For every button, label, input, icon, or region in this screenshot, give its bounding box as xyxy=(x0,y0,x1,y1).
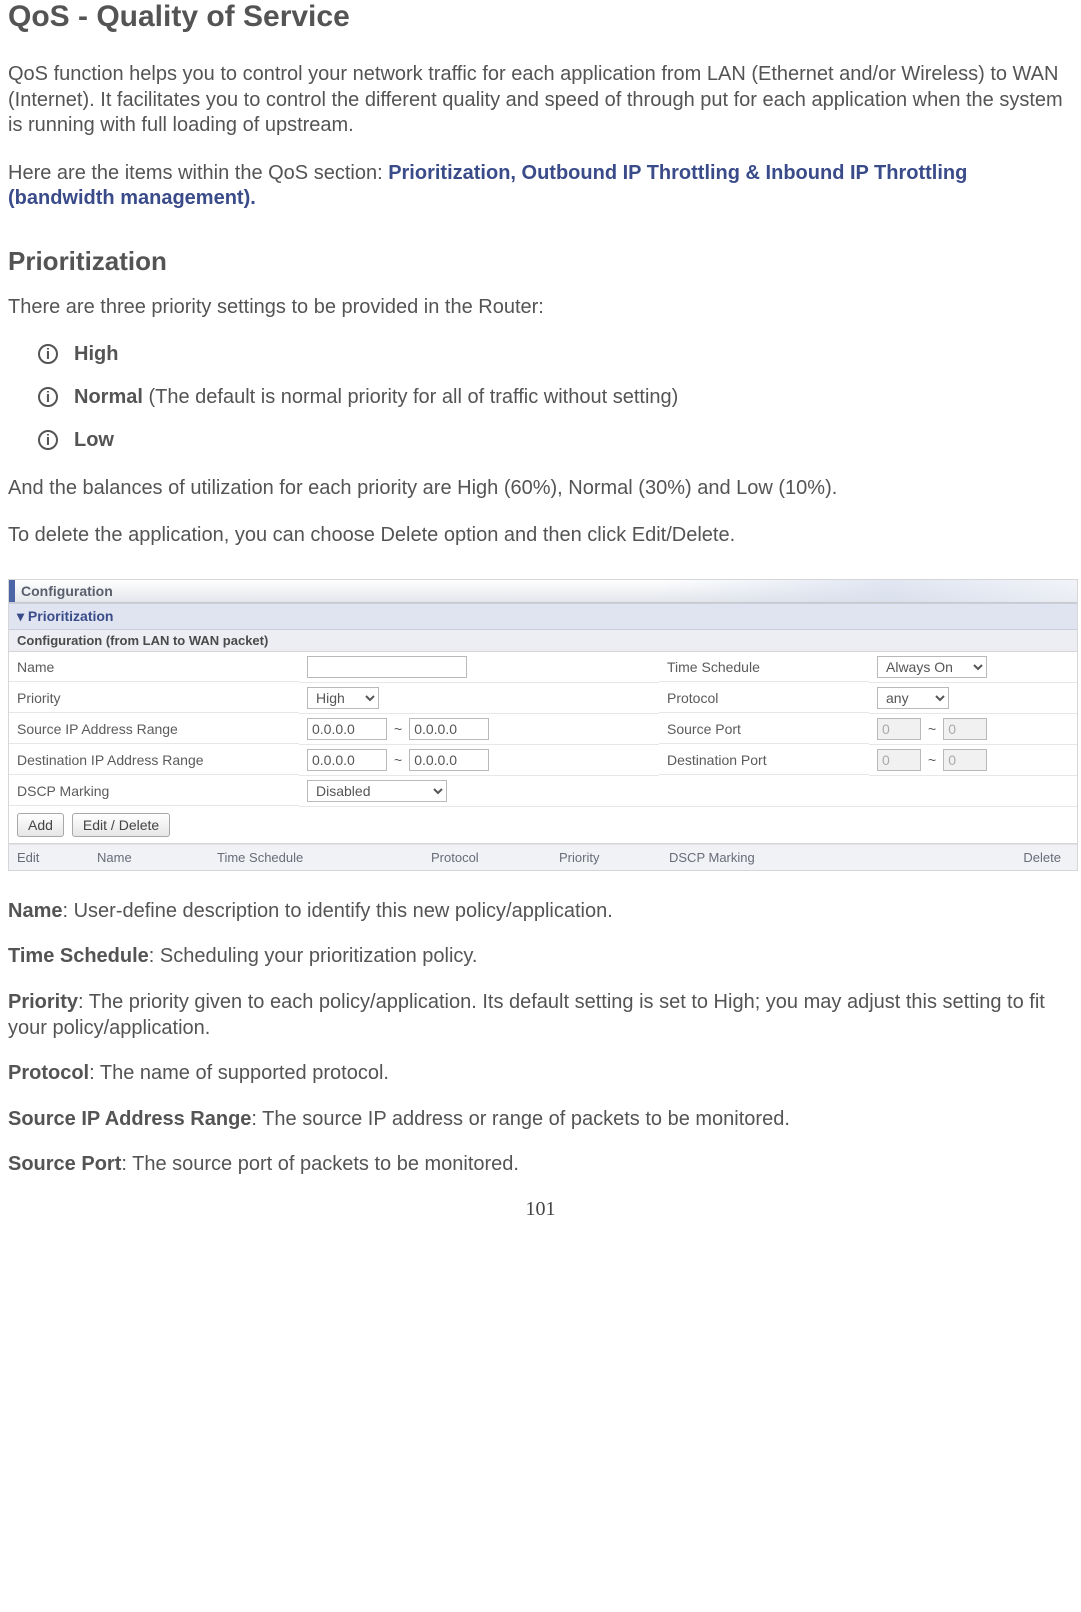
label-src-port: Source Port xyxy=(659,714,869,744)
label-dscp: DSCP Marking xyxy=(9,776,299,806)
col-dscp: DSCP Marking xyxy=(661,845,881,870)
normal-bold: Normal xyxy=(74,386,143,408)
delete-text: To delete the application, you can choos… xyxy=(8,523,1073,549)
src-ip-to-input[interactable] xyxy=(409,718,489,740)
prioritization-lead: There are three priority settings to be … xyxy=(8,295,1073,321)
items-lead: Here are the items within the QoS sectio… xyxy=(8,162,388,184)
def-src-port: Source Port: The source port of packets … xyxy=(8,1152,1073,1178)
def-proto-b: Protocol xyxy=(8,1062,89,1084)
normal-note: (The default is normal priority for all … xyxy=(143,386,678,408)
col-edit: Edit xyxy=(9,845,89,870)
def-name-b: Name xyxy=(8,900,62,922)
dscp-select[interactable]: Disabled xyxy=(307,780,447,802)
dst-ip-from-input[interactable] xyxy=(307,749,387,771)
name-input[interactable] xyxy=(307,656,467,678)
section-caret-icon: ▾ xyxy=(17,608,24,624)
info-icon: i xyxy=(38,387,58,407)
cell-src-ip: ~ xyxy=(299,714,659,745)
dst-port-to-input[interactable] xyxy=(943,749,987,771)
cell-protocol: any xyxy=(869,683,1077,714)
info-icon: i xyxy=(38,344,58,364)
label-time-schedule: Time Schedule xyxy=(659,652,869,682)
def-name-t: : User-define description to identify th… xyxy=(62,900,612,922)
def-pri-b: Priority xyxy=(8,991,78,1013)
def-sip-t: : The source IP address or range of pack… xyxy=(251,1108,789,1130)
def-sport-b: Source Port xyxy=(8,1153,121,1175)
priority-item-low: i Low xyxy=(38,429,1073,452)
priority-label-low: Low xyxy=(74,429,114,452)
balance-text: And the balances of utilization for each… xyxy=(8,476,1073,502)
def-priority: Priority: The priority given to each pol… xyxy=(8,990,1073,1041)
src-port-from-input[interactable] xyxy=(877,718,921,740)
def-proto-t: : The name of supported protocol. xyxy=(89,1062,389,1084)
label-name: Name xyxy=(9,652,299,682)
intro-paragraph: QoS function helps you to control your n… xyxy=(8,62,1073,139)
label-dst-port: Destination Port xyxy=(659,745,869,775)
dst-ip-to-input[interactable] xyxy=(409,749,489,771)
priority-item-normal: i Normal (The default is normal priority… xyxy=(38,386,1073,409)
cell-time-schedule: Always On xyxy=(869,652,1077,683)
info-icon: i xyxy=(38,430,58,450)
cell-dscp: Disabled xyxy=(299,776,1077,807)
priority-label-high: High xyxy=(74,343,118,366)
cell-name xyxy=(299,652,659,683)
label-src-ip: Source IP Address Range xyxy=(9,714,299,744)
src-port-to-input[interactable] xyxy=(943,718,987,740)
label-priority: Priority xyxy=(9,683,299,713)
priority-list: i High i Normal (The default is normal p… xyxy=(38,343,1073,452)
sub-header: Configuration (from LAN to WAN packet) xyxy=(9,630,1077,652)
time-schedule-select[interactable]: Always On xyxy=(877,656,987,678)
edit-delete-button[interactable]: Edit / Delete xyxy=(72,813,170,837)
prioritization-heading: Prioritization xyxy=(8,246,1073,277)
definitions: Name: User-define description to identif… xyxy=(8,899,1073,1178)
protocol-select[interactable]: any xyxy=(877,687,949,709)
def-pri-t: : The priority given to each policy/appl… xyxy=(8,991,1045,1039)
tilde-icon: ~ xyxy=(391,721,405,737)
def-protocol: Protocol: The name of supported protocol… xyxy=(8,1061,1073,1087)
button-row: Add Edit / Delete xyxy=(9,807,1077,844)
def-time-schedule: Time Schedule: Scheduling your prioritiz… xyxy=(8,944,1073,970)
page-number: 101 xyxy=(8,1198,1073,1221)
label-dst-ip: Destination IP Address Range xyxy=(9,745,299,775)
form-grid: Name Time Schedule Always On Priority Hi… xyxy=(9,652,1077,807)
list-header: Edit Name Time Schedule Protocol Priorit… xyxy=(9,844,1077,870)
section-label: Prioritization xyxy=(28,608,114,624)
def-name: Name: User-define description to identif… xyxy=(8,899,1073,925)
col-name: Name xyxy=(89,845,209,870)
config-panel: Configuration ▾ Prioritization Configura… xyxy=(8,579,1078,871)
def-sip-b: Source IP Address Range xyxy=(8,1108,251,1130)
items-paragraph: Here are the items within the QoS sectio… xyxy=(8,161,1073,212)
col-time-schedule: Time Schedule xyxy=(209,845,423,870)
tilde-icon: ~ xyxy=(391,752,405,768)
cell-priority: High xyxy=(299,683,659,714)
panel-header-label: Configuration xyxy=(21,583,113,599)
panel-header-decor xyxy=(657,580,1077,602)
cell-dst-ip: ~ xyxy=(299,745,659,776)
def-ts-t: : Scheduling your prioritization policy. xyxy=(149,945,478,967)
priority-label-normal: Normal (The default is normal priority f… xyxy=(74,386,678,409)
priority-item-high: i High xyxy=(38,343,1073,366)
def-sport-t: : The source port of packets to be monit… xyxy=(121,1153,519,1175)
col-delete: Delete xyxy=(881,845,1077,870)
label-protocol: Protocol xyxy=(659,683,869,713)
def-src-ip: Source IP Address Range: The source IP a… xyxy=(8,1107,1073,1133)
src-ip-from-input[interactable] xyxy=(307,718,387,740)
tilde-icon: ~ xyxy=(925,721,939,737)
page-title: QoS - Quality of Service xyxy=(8,0,1073,34)
panel-header: Configuration xyxy=(9,580,1077,603)
cell-src-port: ~ xyxy=(869,714,1077,745)
dst-port-from-input[interactable] xyxy=(877,749,921,771)
section-header[interactable]: ▾ Prioritization xyxy=(9,603,1077,630)
cell-dst-port: ~ xyxy=(869,745,1077,776)
priority-select[interactable]: High xyxy=(307,687,379,709)
col-protocol: Protocol xyxy=(423,845,551,870)
tilde-icon: ~ xyxy=(925,752,939,768)
add-button[interactable]: Add xyxy=(17,813,64,837)
col-priority: Priority xyxy=(551,845,661,870)
def-ts-b: Time Schedule xyxy=(8,945,149,967)
